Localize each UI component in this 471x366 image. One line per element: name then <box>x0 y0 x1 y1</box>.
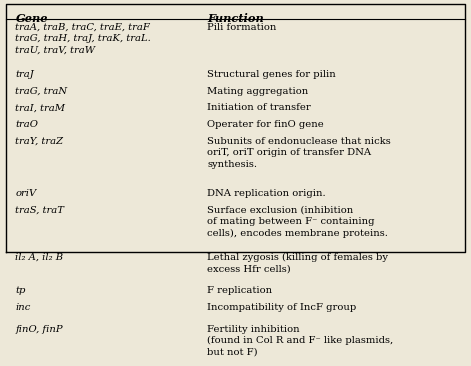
Text: inc: inc <box>16 303 31 312</box>
Text: traY, traZ: traY, traZ <box>16 137 64 146</box>
Text: Pili formation: Pili formation <box>207 23 277 32</box>
Text: traS, traT: traS, traT <box>16 206 65 214</box>
Text: Gene: Gene <box>16 13 48 24</box>
Text: Operater for finO gene: Operater for finO gene <box>207 120 324 129</box>
Text: tp: tp <box>16 286 26 295</box>
Text: DNA replication origin.: DNA replication origin. <box>207 189 326 198</box>
Text: Structural genes for pilin: Structural genes for pilin <box>207 70 336 79</box>
Text: Surface exclusion (inhibition
of mating between F⁻ containing
cells), encodes me: Surface exclusion (inhibition of mating … <box>207 206 388 238</box>
Text: F replication: F replication <box>207 286 273 295</box>
Text: Incompatibility of IncF group: Incompatibility of IncF group <box>207 303 357 312</box>
Text: traG, traN: traG, traN <box>16 87 67 96</box>
Text: Function: Function <box>207 13 264 24</box>
Text: Fertility inhibition
(found in Col R and F⁻ like plasmids,
but not F): Fertility inhibition (found in Col R and… <box>207 325 394 356</box>
Text: oriV: oriV <box>16 189 37 198</box>
Text: traI, traM: traI, traM <box>16 103 65 112</box>
Text: traO: traO <box>16 120 39 129</box>
Text: Mating aggregation: Mating aggregation <box>207 87 309 96</box>
Text: Lethal zygosis (killing of females by
excess Hfr cells): Lethal zygosis (killing of females by ex… <box>207 253 389 273</box>
Text: traA, traB, traC, traE, traF
traG, traH, traJ, traK, traL.
traU, traV, traW: traA, traB, traC, traE, traF traG, traH,… <box>16 23 151 55</box>
Text: Initiation of transfer: Initiation of transfer <box>207 103 311 112</box>
Text: finO, finP: finO, finP <box>16 325 63 333</box>
Text: traJ: traJ <box>16 70 34 79</box>
Text: il₂ A, il₂ B: il₂ A, il₂ B <box>16 253 64 262</box>
Text: Subunits of endonuclease that nicks
oriT, oriT origin of transfer DNA
synthesis.: Subunits of endonuclease that nicks oriT… <box>207 137 391 169</box>
